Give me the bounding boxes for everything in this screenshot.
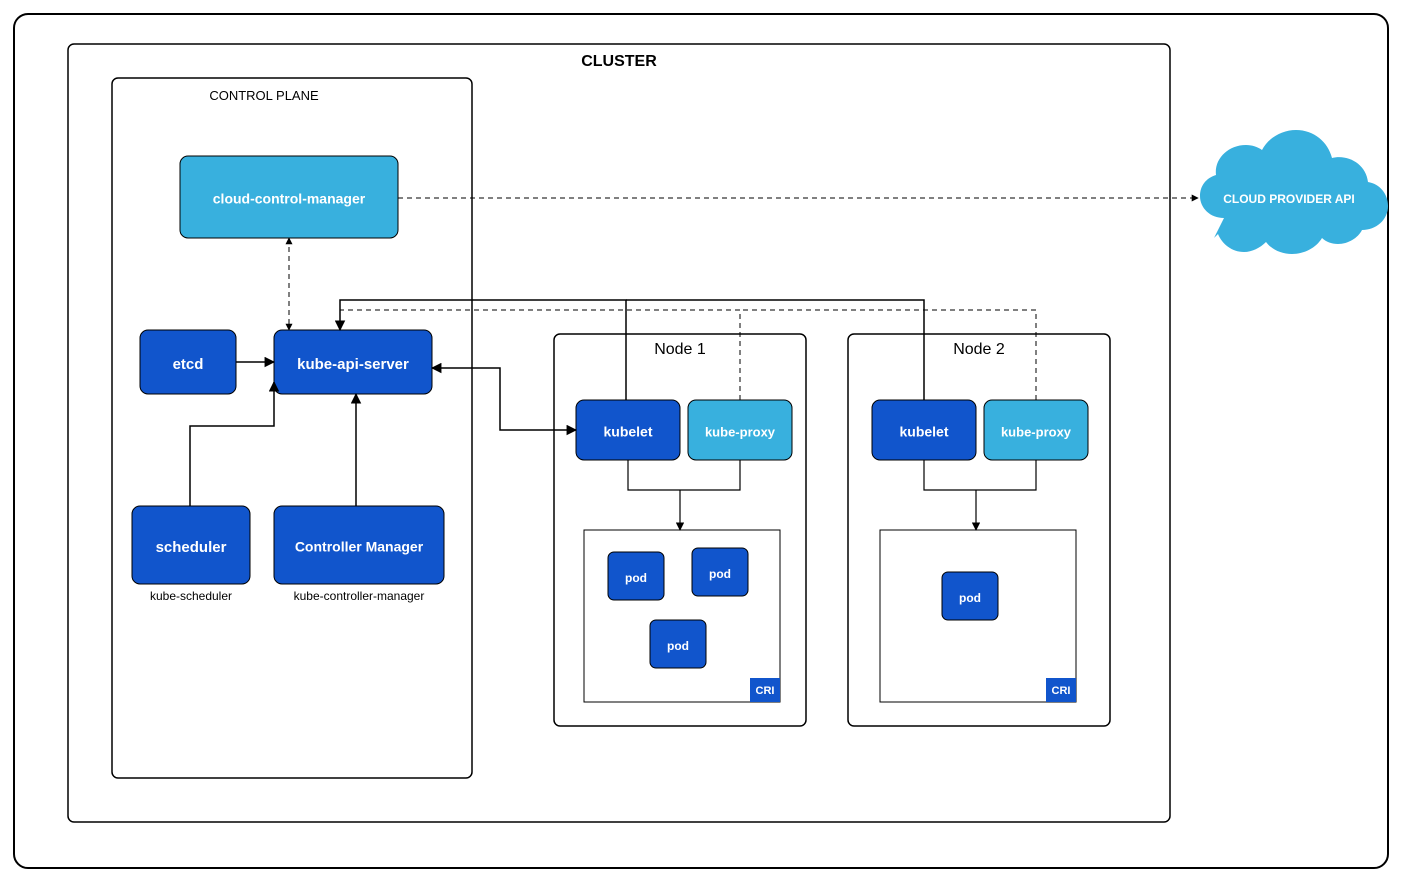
api-label: kube-api-server: [297, 356, 409, 373]
cloud-provider-api: CLOUD PROVIDER API: [1200, 130, 1388, 254]
controller-manager-sublabel: kube-controller-manager: [294, 589, 425, 603]
edge-scheduler-api: [190, 382, 274, 506]
cluster-title: CLUSTER: [581, 53, 657, 70]
pod1a-label: pod: [625, 571, 647, 585]
pod2a-label: pod: [959, 591, 981, 605]
cri1-badge: CRI: [756, 685, 775, 697]
controller-manager-label: Controller Manager: [295, 539, 424, 555]
edge-node1-down-right: [680, 460, 740, 490]
node2-title: Node 2: [953, 341, 1005, 358]
edge-node1-down-left: [628, 460, 680, 490]
scheduler-label: scheduler: [156, 539, 227, 556]
architecture-diagram: CLUSTER CONTROL PLANE cloud-control-mana…: [0, 0, 1402, 882]
node1-title: Node 1: [654, 341, 706, 358]
kubelet2-label: kubelet: [899, 424, 948, 440]
control-plane-title: CONTROL PLANE: [209, 88, 319, 103]
etcd-label: etcd: [173, 356, 204, 373]
edge-node2-down-right: [976, 460, 1036, 490]
kube-proxy1-label: kube-proxy: [705, 424, 776, 439]
cloud-label: CLOUD PROVIDER API: [1223, 192, 1355, 206]
cri2-badge: CRI: [1052, 685, 1071, 697]
pod1b-label: pod: [709, 567, 731, 581]
scheduler-sublabel: kube-scheduler: [150, 589, 232, 603]
kube-proxy2-label: kube-proxy: [1001, 424, 1072, 439]
ccm-label: cloud-control-manager: [213, 191, 366, 207]
edge-node2-down-left: [924, 460, 976, 490]
kubelet1-label: kubelet: [603, 424, 652, 440]
pod1c-label: pod: [667, 639, 689, 653]
